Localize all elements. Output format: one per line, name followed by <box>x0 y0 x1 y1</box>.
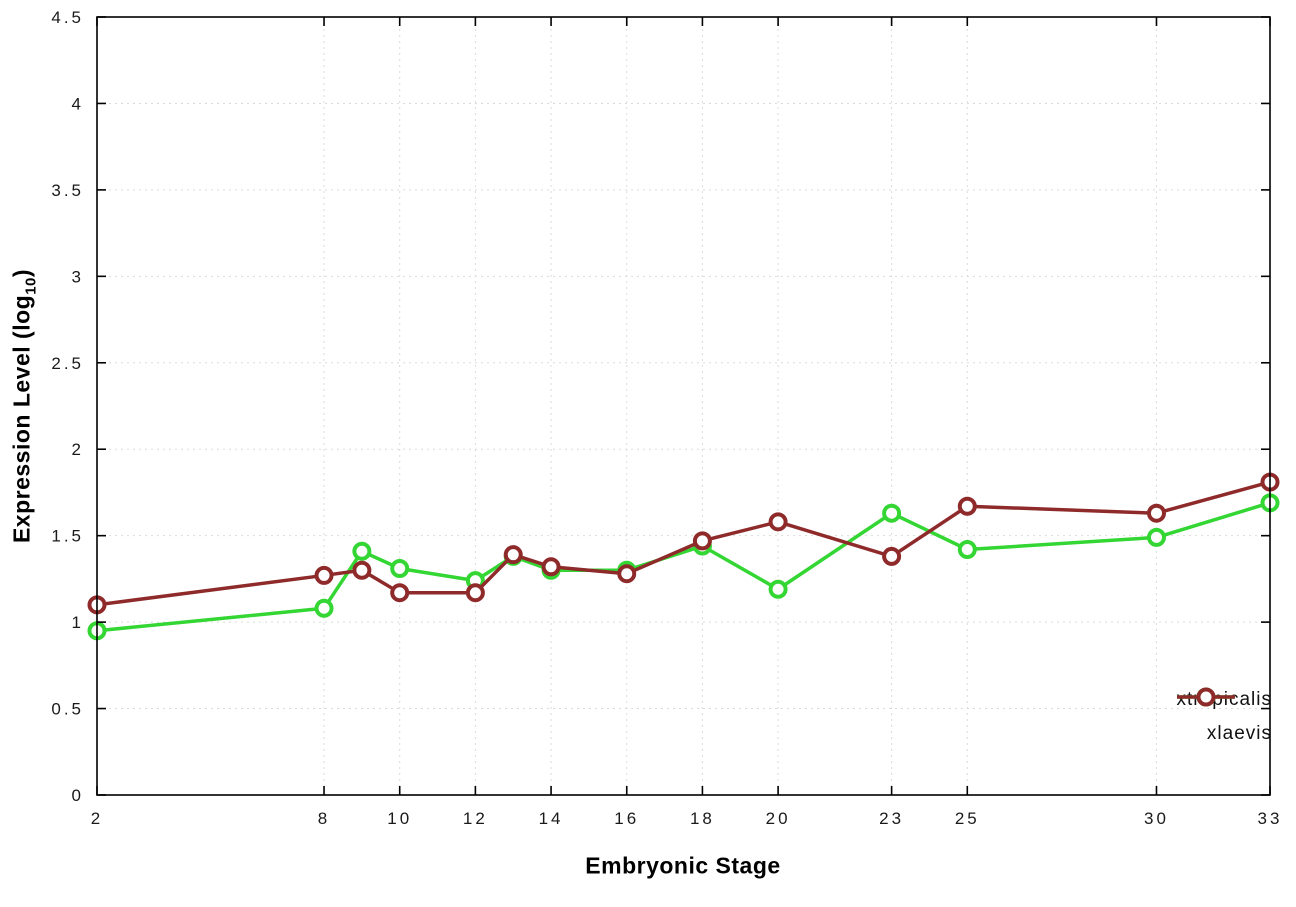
x-tick-label: 23 <box>879 809 904 828</box>
data-point-marker-xtropicalis <box>1146 527 1166 547</box>
data-point-marker-xtropicalis <box>882 503 902 523</box>
data-point-marker-xtropicalis <box>768 579 788 599</box>
data-point-marker-xlaevis <box>617 564 637 584</box>
data-point-marker-xlaevis <box>503 545 523 565</box>
y-tick-label: 4 <box>72 94 84 113</box>
data-point-marker-xtropicalis <box>352 541 372 561</box>
data-point-marker-xlaevis <box>957 496 977 516</box>
x-tick-label: 10 <box>387 809 412 828</box>
x-tick-label: 8 <box>318 809 330 828</box>
legend-item-xlaevis: xlaevis <box>1176 687 1272 749</box>
y-tick-label: 1 <box>72 613 84 632</box>
y-tick-label: 0.5 <box>51 700 84 719</box>
x-tick-label: 14 <box>539 809 564 828</box>
y-tick-label: 4.5 <box>51 8 84 27</box>
legend-point-sample <box>1196 687 1216 707</box>
axis-ticks <box>96 16 1271 796</box>
legend: xtropicalis xlaevis <box>1176 685 1272 749</box>
data-point-marker-xlaevis <box>352 560 372 580</box>
series-xlaevis <box>87 472 1280 615</box>
y-axis-label-subscript: 10 <box>22 277 40 295</box>
x-tick-label: 33 <box>1258 809 1283 828</box>
x-tick-label: 25 <box>955 809 980 828</box>
y-tick-label: 2 <box>72 440 84 459</box>
y-tick-label: 3 <box>72 267 84 286</box>
data-point-marker-xlaevis <box>768 512 788 532</box>
data-point-marker-xlaevis <box>314 565 334 585</box>
data-point-marker-xtropicalis <box>390 559 410 579</box>
series-xtropicalis <box>87 493 1280 641</box>
legend-label: xlaevis <box>1206 723 1272 744</box>
data-point-marker-xlaevis <box>390 583 410 603</box>
y-tick-label: 1.5 <box>51 527 84 546</box>
x-tick-label: 16 <box>614 809 639 828</box>
x-tick-label: 18 <box>690 809 715 828</box>
series-line-xlaevis <box>95 480 1272 607</box>
y-axis-label-close: ) <box>8 268 35 278</box>
data-point-marker-xlaevis <box>465 583 485 603</box>
series-line-xtropicalis <box>95 501 1272 633</box>
y-axis-label: Expression Level (log10) <box>9 269 40 543</box>
data-point-marker-xtropicalis <box>957 539 977 559</box>
y-axis-label-text: Expression Level (log <box>8 294 35 544</box>
x-axis-label: Embryonic Stage <box>585 852 781 879</box>
tick-labels: 2 8 10 12 14 16 18 20 23 25 30 33 0 0.5 1 1.5 2 2.5 3 3.5 4 4… <box>51 8 1283 828</box>
data-point-marker-xtropicalis <box>314 598 334 618</box>
plot-border <box>96 16 1271 796</box>
data-point-marker-xlaevis <box>692 531 712 551</box>
y-tick-label: 2.5 <box>51 354 84 373</box>
x-tick-label: 2 <box>91 809 103 828</box>
legend-marker-xlaevis <box>1176 687 1235 707</box>
x-tick-label: 30 <box>1144 809 1169 828</box>
x-tick-label: 12 <box>463 809 488 828</box>
y-tick-label: 3.5 <box>51 181 84 200</box>
x-tick-label: 20 <box>766 809 791 828</box>
y-tick-label: 0 <box>72 786 84 805</box>
grid <box>96 16 1271 796</box>
data-point-marker-xlaevis <box>1146 503 1166 523</box>
data-point-marker-xlaevis <box>541 557 561 577</box>
data-point-marker-xlaevis <box>882 546 902 566</box>
